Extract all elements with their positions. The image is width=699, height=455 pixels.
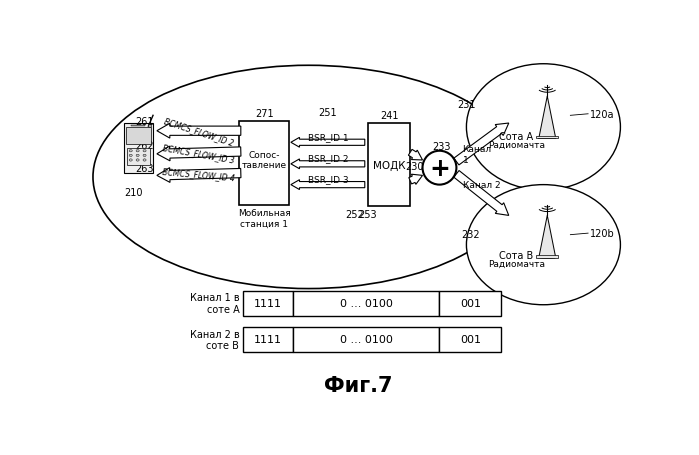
Text: 120b: 120b: [590, 228, 614, 238]
Polygon shape: [157, 168, 241, 183]
Polygon shape: [539, 216, 556, 258]
Ellipse shape: [129, 159, 132, 162]
Text: 230: 230: [405, 162, 424, 172]
Polygon shape: [291, 180, 365, 190]
Polygon shape: [454, 124, 509, 166]
Text: 233: 233: [433, 142, 451, 152]
Ellipse shape: [129, 150, 132, 152]
Text: BSR_ID 1: BSR_ID 1: [308, 132, 348, 142]
Text: Канал 1 в
соте А: Канал 1 в соте А: [189, 293, 239, 314]
Text: 001: 001: [460, 335, 481, 344]
Text: BCMCS_FLOW_ID 2: BCMCS_FLOW_ID 2: [163, 116, 235, 147]
Ellipse shape: [466, 65, 621, 191]
Bar: [537, 137, 558, 139]
Bar: [124, 124, 153, 174]
Bar: [368, 124, 410, 207]
Text: 262: 262: [135, 140, 154, 150]
Text: 120a: 120a: [590, 110, 614, 120]
Bar: [239, 122, 289, 205]
Text: +: +: [429, 157, 450, 180]
Bar: [126, 127, 151, 145]
Text: Канал 2: Канал 2: [463, 181, 500, 190]
Bar: [440, 291, 501, 316]
Bar: [537, 256, 558, 258]
Text: BCMCS_FLOW_ID 3: BCMCS_FLOW_ID 3: [162, 142, 236, 164]
Ellipse shape: [136, 159, 139, 162]
Polygon shape: [291, 138, 365, 148]
Ellipse shape: [129, 155, 132, 157]
Ellipse shape: [136, 155, 139, 157]
Polygon shape: [157, 124, 241, 139]
Text: Сопос-
тавление: Сопос- тавление: [242, 150, 287, 170]
Polygon shape: [291, 160, 365, 169]
Polygon shape: [454, 171, 509, 216]
Bar: [293, 327, 440, 352]
Ellipse shape: [143, 150, 146, 152]
Bar: [243, 291, 293, 316]
Text: 001: 001: [460, 298, 481, 308]
Ellipse shape: [136, 150, 139, 152]
Text: BCMCS_FLOW_ID 4: BCMCS_FLOW_ID 4: [162, 167, 236, 182]
Polygon shape: [409, 175, 422, 185]
Text: 1111: 1111: [254, 298, 282, 308]
Ellipse shape: [93, 66, 524, 289]
Text: 253: 253: [359, 210, 377, 220]
Text: 261: 261: [136, 117, 154, 127]
Text: Сота А: Сота А: [499, 131, 533, 142]
Text: 232: 232: [461, 230, 480, 240]
Bar: [131, 125, 145, 127]
Polygon shape: [408, 150, 422, 161]
Text: 241: 241: [380, 111, 398, 121]
Text: Радиомачта: Радиомачта: [488, 141, 545, 150]
Text: 271: 271: [255, 109, 273, 119]
Bar: [293, 291, 440, 316]
Text: 251: 251: [319, 108, 337, 117]
Ellipse shape: [148, 125, 152, 128]
Text: 0 ... 0100: 0 ... 0100: [340, 335, 393, 344]
Text: 0 ... 0100: 0 ... 0100: [340, 298, 393, 308]
Text: Сота В: Сота В: [499, 251, 533, 261]
Polygon shape: [157, 147, 241, 162]
Bar: [440, 327, 501, 352]
Text: Фиг.7: Фиг.7: [324, 375, 392, 395]
Text: 210: 210: [124, 188, 143, 198]
Text: Радиомачта: Радиомачта: [488, 260, 545, 269]
Text: Канал 2 в
соте В: Канал 2 в соте В: [189, 329, 239, 350]
Text: 231: 231: [457, 100, 476, 110]
Ellipse shape: [466, 185, 621, 305]
Text: BSR_ID 3: BSR_ID 3: [308, 175, 348, 184]
Ellipse shape: [143, 155, 146, 157]
Bar: [243, 327, 293, 352]
Text: МОДК: МОДК: [373, 160, 405, 170]
Ellipse shape: [143, 159, 146, 162]
Text: 252: 252: [345, 210, 364, 220]
Polygon shape: [539, 97, 556, 139]
Text: BSR_ID 2: BSR_ID 2: [308, 154, 348, 163]
Text: Мобильная
станция 1: Мобильная станция 1: [238, 209, 291, 228]
Text: 263: 263: [136, 163, 154, 173]
Text: 1111: 1111: [254, 335, 282, 344]
Bar: [127, 148, 150, 165]
Ellipse shape: [422, 152, 456, 185]
Text: Канал
1: Канал 1: [463, 145, 491, 164]
